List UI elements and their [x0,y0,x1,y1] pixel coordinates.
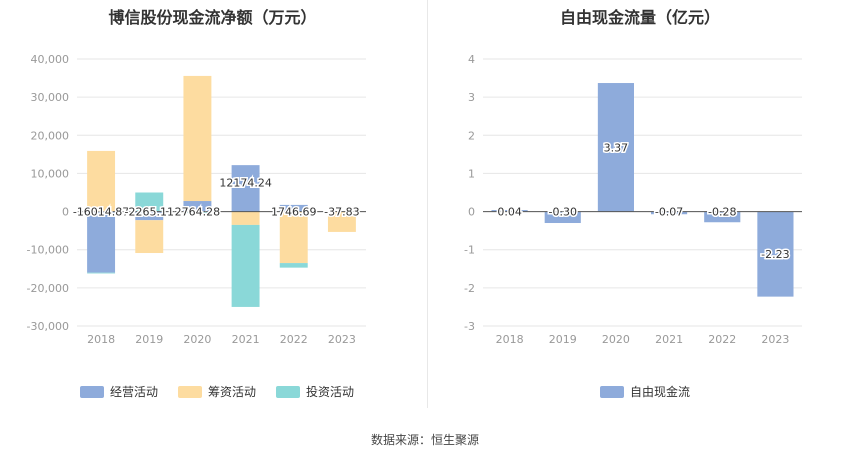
left-y-tick-label: 0 [62,206,69,219]
right-data-label: -2.23 [761,248,789,261]
left-bar [183,201,212,212]
left-y-tick-label: 20,000 [31,129,70,142]
right-data-label: 0.04 [497,206,521,219]
free-cashflow-chart: 4 3 2 1 0 -1 -2 -3 2018 2019 2020 2021 2022 2023 0.04 -… [464,53,802,346]
free-cashflow-chart-panel: 自由现金流量（亿元） 4 3 2 1 0 -1 -2 -3 2018 2019 2020 2021 20… [430,0,850,410]
left-y-tick-label: -20,000 [27,282,69,295]
left-legend-swatch [178,385,203,398]
right-bar [597,83,634,212]
right-y-tick-label: 2 [468,129,475,142]
left-bar [183,75,212,202]
left-data-label: 1746.69 [271,206,317,219]
right-bar [757,211,794,297]
left-bar [87,272,116,274]
left-y-tick-label: -30,000 [27,320,69,333]
left-bar [135,192,164,212]
left-legend-swatch [276,385,301,398]
left-y-tick-label: 40,000 [31,53,70,66]
left-x-tick-label: 2021 [232,333,260,346]
left-y-tick-label: -10,000 [27,244,69,257]
left-data-label: 12174.24 [219,177,272,190]
right-x-tick-label: 2020 [602,333,630,346]
right-data-label: -0.28 [708,206,736,219]
left-bar [327,211,356,232]
right-y-tick-label: 3 [468,91,475,104]
left-data-label: -2265.11 [125,206,174,219]
left-x-tick-label: 2022 [280,333,308,346]
right-x-tick-label: 2018 [496,333,524,346]
left-x-tick-label: 2020 [183,333,211,346]
right-chart-title: 自由现金流量（亿元） [559,8,720,27]
right-bar [704,211,741,223]
left-y-tick-label: 30,000 [31,91,70,104]
right-y-tick-label: -1 [464,244,475,257]
right-data-label: -0.30 [549,206,577,219]
left-bar [135,211,164,221]
right-y-tick-label: 1 [468,167,475,180]
right-data-label: 3.37 [604,141,629,154]
right-x-tick-label: 2021 [655,333,683,346]
left-data-label: -37.83 [324,206,359,219]
right-bar [544,211,581,224]
left-data-label: -16014.87 [73,206,129,219]
right-x-tick-label: 2022 [708,333,736,346]
left-legend-label: 筹资活动 [208,385,257,399]
left-legend: 经营活动 筹资活动 投资活动 [80,383,354,400]
right-y-tick-label: 4 [468,53,475,66]
net-cashflow-chart-panel: 博信股份现金流净额（万元） 40,000 30,000 20,000 10,000 0-… [0,0,425,410]
right-legend-label: 自由现金流 [630,385,691,399]
left-bar [279,263,308,268]
left-x-tick-label: 2018 [87,333,115,346]
right-legend-item[interactable]: 自由现金流 [600,383,690,400]
left-legend-label: 投资活动 [306,385,355,399]
left-bar [279,204,308,212]
right-legend-swatch [600,385,624,398]
left-legend-item[interactable]: 投资活动 [276,383,354,400]
left-y-tick-label: 10,000 [31,167,70,180]
right-bar [491,210,528,212]
left-legend-item[interactable]: 筹资活动 [178,383,256,400]
left-chart-title: 博信股份现金流净额（万元） [108,8,317,27]
left-legend-swatch [80,385,104,398]
left-legend-item[interactable]: 经营活动 [80,383,158,400]
left-bar [135,220,164,254]
right-data-label: -0.07 [655,206,683,219]
left-x-tick-label: 2023 [328,333,356,346]
right-y-tick-label: 0 [468,206,475,219]
left-bar [231,224,260,307]
right-x-tick-label: 2019 [549,333,577,346]
right-y-tick-label: -2 [464,282,475,295]
left-data-label: 2764.28 [175,206,221,219]
right-y-tick-label: -3 [464,320,475,333]
left-bar [87,150,116,212]
left-bar [183,211,212,214]
left-bar [87,211,116,273]
right-x-tick-label: 2023 [761,333,789,346]
left-legend-label: 经营活动 [110,385,159,399]
left-x-tick-label: 2019 [135,333,163,346]
left-bar [231,211,260,225]
panel-divider [427,0,428,408]
net-cashflow-chart: 40,000 30,000 20,000 10,000 0 -10,000 -20,000 -… [27,53,366,346]
right-legend: 自由现金流 [600,383,690,400]
left-bar [231,165,260,212]
right-bar [651,211,688,215]
data-source-note: 数据来源：恒生聚源 [370,433,479,447]
left-bar [279,211,308,264]
